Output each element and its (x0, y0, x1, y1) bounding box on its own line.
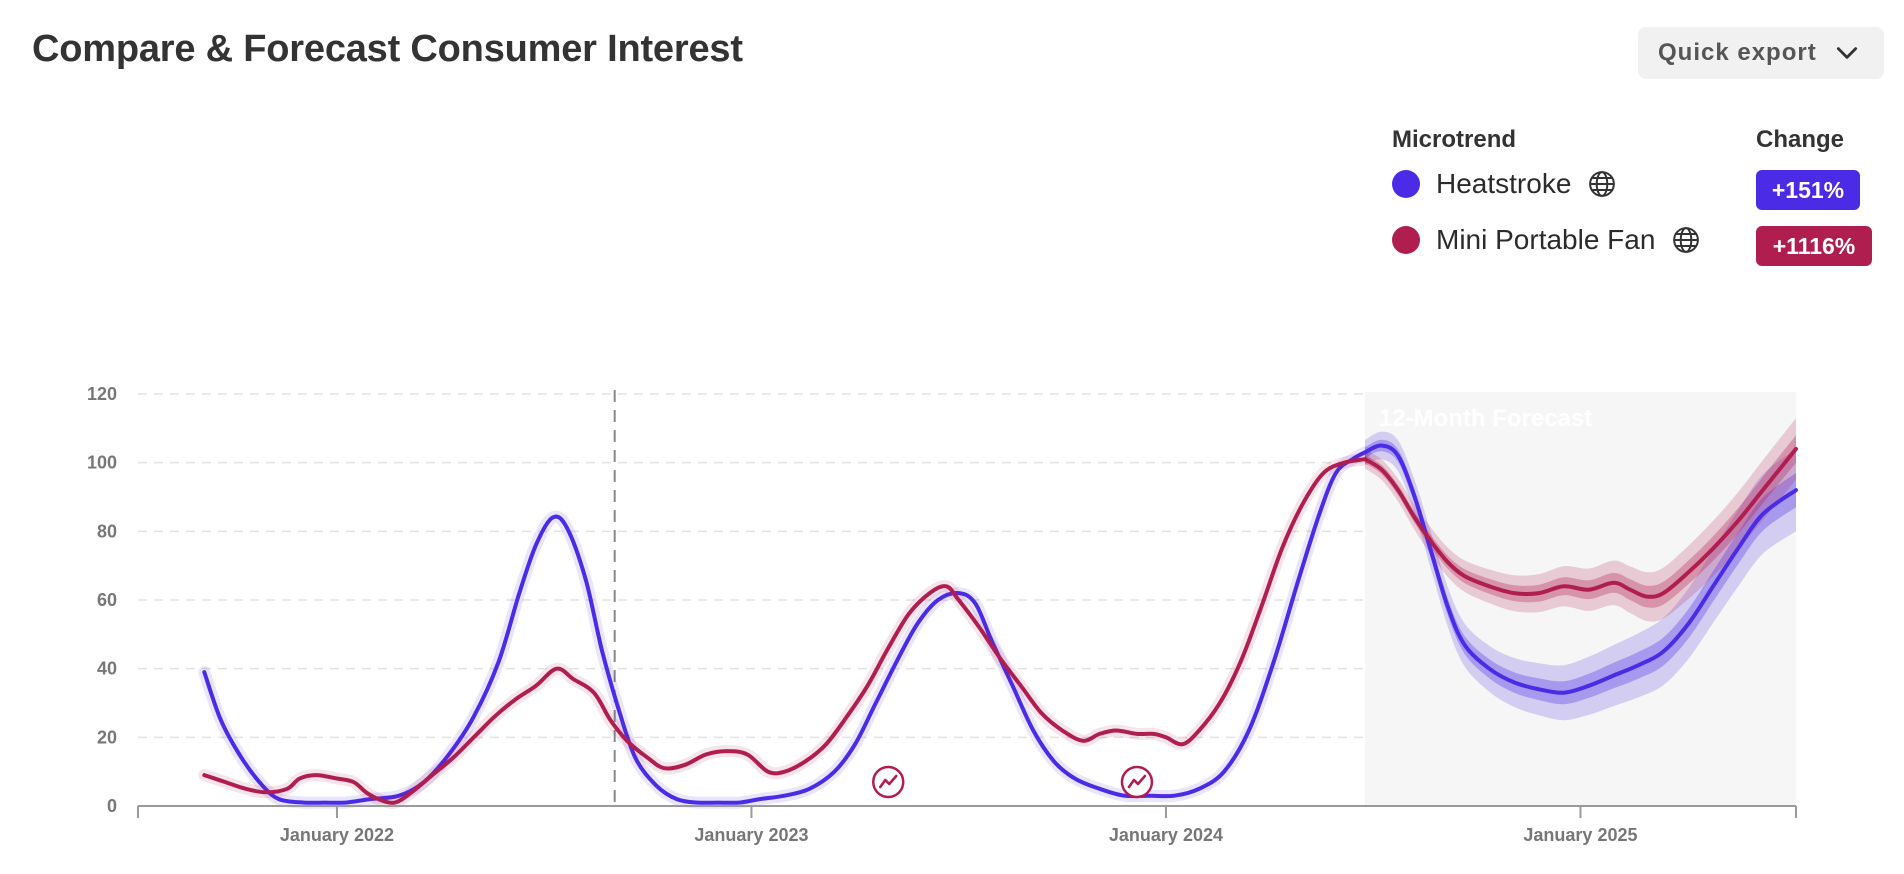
x-tick-label: January 2022 (280, 825, 394, 845)
forecast-label: 12-Month Forecast (1379, 405, 1592, 432)
y-tick-label: 20 (97, 727, 117, 747)
change-badge-mini-portable-fan: +1116% (1756, 226, 1872, 266)
legend-item-label: Heatstroke (1436, 168, 1572, 199)
trend-marker-icon (1120, 765, 1154, 799)
x-tick-label: January 2025 (1523, 825, 1637, 845)
heatstroke-line (202, 450, 1367, 805)
y-tick-label: 100 (87, 453, 117, 473)
legend-dot (1392, 226, 1420, 254)
page-title: Compare & Forecast Consumer Interest (32, 28, 743, 70)
legend-dot (1392, 170, 1420, 198)
change-badge-heatstroke: +151% (1756, 170, 1860, 210)
legend-microtrend-heading: Microtrend (1392, 126, 1517, 153)
mini-portable-fan-line-glow (198, 453, 1371, 809)
y-tick-label: 80 (97, 521, 117, 541)
forecast-region (1364, 392, 1796, 806)
mini-portable-fan-line (202, 457, 1367, 805)
heatstroke-forecast-line (1362, 443, 1798, 695)
legend-item-mini-portable-fan[interactable]: Mini Portable Fan (1392, 224, 1701, 256)
y-tick-label: 120 (87, 384, 117, 404)
legend-item-label: Mini Portable Fan (1436, 224, 1656, 255)
x-tick-label: January 2023 (694, 825, 808, 845)
mini-portable-fan-forecast-line (1362, 446, 1798, 599)
heatstroke-forecast-band-outer (1364, 431, 1796, 721)
mini-portable-fan-forecast-band-inner (1364, 435, 1796, 608)
chevron-down-icon (1836, 47, 1858, 59)
y-tick-label: 40 (97, 659, 117, 679)
trend-marker-glyph (878, 774, 898, 789)
y-tick-label: 60 (97, 590, 117, 610)
quick-export-button[interactable]: Quick export (1638, 27, 1884, 79)
quick-export-label: Quick export (1658, 39, 1817, 66)
y-tick-label: 0 (107, 796, 117, 816)
globe-icon[interactable] (1587, 169, 1617, 199)
heatstroke-forecast-band-inner (1364, 439, 1796, 705)
heatstroke-line-glow (198, 446, 1371, 809)
globe-icon[interactable] (1671, 225, 1701, 255)
legend-change-heading: Change (1756, 126, 1845, 153)
trend-marker-icon (871, 765, 905, 799)
legend-item-heatstroke[interactable]: Heatstroke (1392, 168, 1617, 200)
x-tick-label: January 2024 (1109, 825, 1223, 845)
trend-marker-glyph (1127, 774, 1147, 789)
